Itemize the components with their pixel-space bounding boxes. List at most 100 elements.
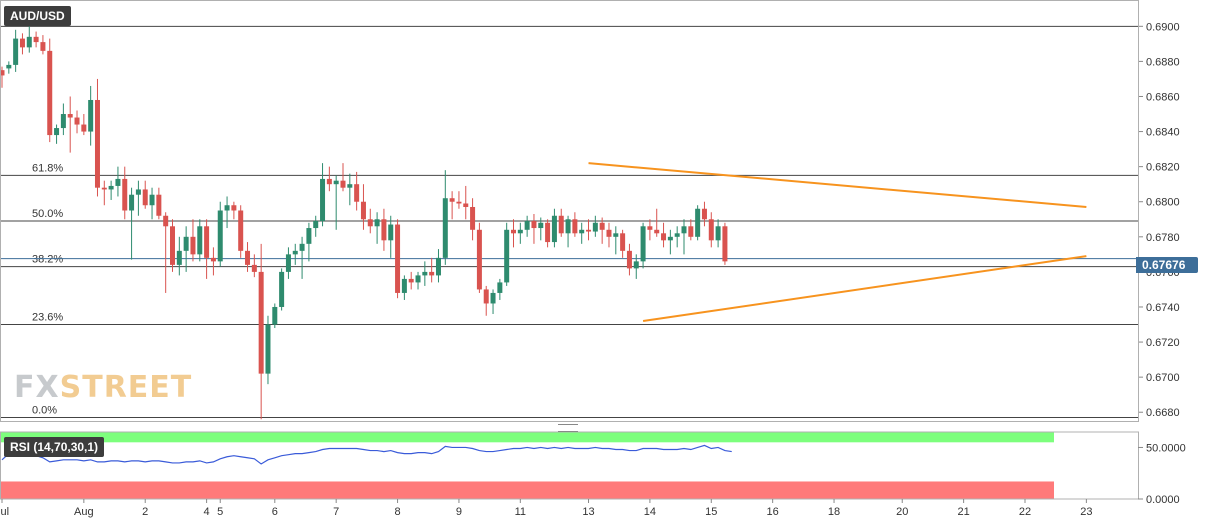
candle-body	[333, 180, 339, 185]
candle-body	[374, 219, 380, 227]
x-tick-label: 20	[896, 506, 908, 518]
candle-body	[74, 117, 80, 125]
fib-label: 50.0%	[32, 208, 63, 220]
candle-body	[313, 221, 319, 229]
x-tick-label: 14	[644, 506, 656, 518]
candle-body	[347, 184, 353, 188]
candle-body	[599, 222, 605, 230]
candle-body	[695, 208, 701, 237]
trendline	[642, 255, 1087, 323]
candle-body	[367, 219, 373, 227]
x-tick-label: 23	[1080, 506, 1092, 518]
candle-body	[647, 226, 653, 230]
candle-body	[504, 229, 510, 283]
x-tick-label: 11	[515, 506, 526, 518]
candle-body	[115, 178, 121, 186]
candle-body	[408, 278, 414, 283]
x-tick-label: 5	[217, 506, 223, 518]
x-tick-label: 13	[582, 506, 594, 518]
candle-body	[401, 278, 407, 293]
candle-body	[722, 226, 728, 262]
fib-label: 0.0%	[32, 404, 57, 416]
candle-body	[217, 210, 223, 262]
y-tick-label: 0.6800	[1146, 197, 1180, 209]
candles	[0, 26, 728, 420]
x-tick-label: 6	[272, 506, 278, 518]
candle-body	[238, 210, 244, 251]
candle-body	[490, 292, 496, 304]
candle-body	[613, 233, 619, 237]
candle-body	[524, 221, 530, 230]
candle-body	[292, 250, 298, 255]
candle-body	[422, 271, 428, 276]
x-tick-label: 18	[828, 506, 840, 518]
candle-body	[272, 306, 278, 325]
candle-body	[449, 198, 455, 202]
candle-body	[531, 221, 537, 229]
candle-body	[54, 128, 60, 136]
candle-body	[156, 194, 162, 216]
fxstreet-logo: FXSTREET	[14, 370, 192, 405]
candle-body	[381, 219, 387, 241]
candle-body	[190, 236, 196, 255]
candle-body	[565, 219, 571, 234]
x-tick-label: Jul	[0, 506, 9, 518]
y-tick-label: 0.6740	[1146, 302, 1180, 314]
candle-body	[354, 184, 360, 202]
logo-fx: FX	[14, 370, 60, 405]
y-tick-label: 0.6700	[1146, 372, 1180, 384]
candle-body	[442, 198, 448, 258]
y-tick-label: 0.6840	[1146, 127, 1180, 139]
candle-body	[633, 261, 639, 269]
y-tick-label: 0.6680	[1146, 407, 1180, 419]
candle-body	[231, 205, 237, 211]
candle-body	[463, 203, 469, 207]
candle-body	[476, 229, 482, 290]
candle-body	[558, 215, 564, 234]
trendline	[588, 162, 1087, 208]
candle-body	[135, 189, 141, 195]
candle-body	[360, 201, 366, 220]
candle-body	[19, 38, 25, 48]
candle-body	[47, 50, 53, 136]
candle-body	[640, 226, 646, 262]
candle-body	[483, 289, 489, 304]
candle-body	[470, 206, 476, 230]
candle-body	[415, 275, 421, 283]
candle-body	[224, 205, 230, 211]
candle-body	[88, 99, 94, 132]
candle-body	[715, 226, 721, 241]
candle-body	[258, 271, 264, 374]
candle-body	[40, 42, 46, 51]
y-tick-label: 0.6900	[1146, 21, 1180, 33]
candle-body	[81, 124, 87, 132]
y-tick-label: 0.6860	[1146, 91, 1180, 103]
candle-body	[13, 38, 19, 65]
candle-body	[708, 219, 714, 241]
candle-body	[306, 228, 312, 244]
y-tick-label: 0.6820	[1146, 162, 1180, 174]
candle-body	[340, 180, 346, 188]
panel-resize-handle[interactable]	[558, 424, 578, 432]
candle-body	[94, 99, 100, 188]
candle-body	[326, 178, 332, 185]
candle-body	[667, 236, 673, 241]
x-tick-label: 8	[394, 506, 400, 518]
candle-body	[108, 185, 114, 190]
candle-body	[210, 257, 216, 262]
candle-body	[688, 226, 694, 237]
candle-body	[67, 114, 73, 118]
rsi-tick-label: 50.0000	[1146, 442, 1186, 454]
candle-body	[197, 226, 203, 255]
x-tick-label: 22	[1019, 506, 1031, 518]
candle-body	[170, 226, 175, 265]
candle-body	[545, 222, 551, 243]
candle-body	[60, 114, 66, 129]
candle-body	[654, 229, 660, 234]
candle-body	[497, 282, 503, 293]
symbol-title: AUD/USD	[4, 6, 71, 26]
candle-body	[435, 257, 441, 276]
candle-body	[122, 178, 128, 211]
x-tick-label: 15	[705, 506, 717, 518]
